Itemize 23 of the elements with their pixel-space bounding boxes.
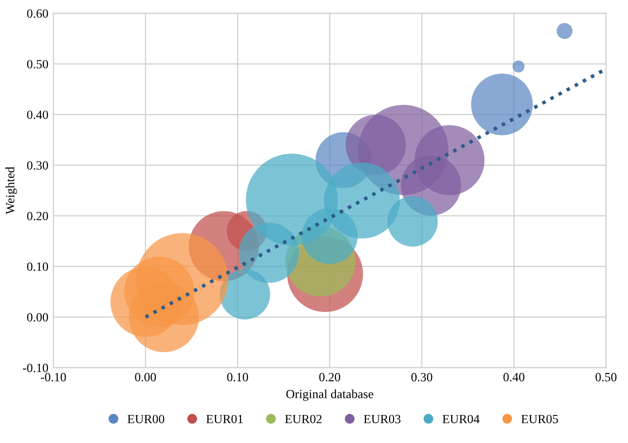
legend-label: EUR04 xyxy=(442,414,480,424)
legend-label: EUR00 xyxy=(128,414,164,424)
x-tick-label: 0.50 xyxy=(596,372,616,382)
y-tick-label: 0.10 xyxy=(27,262,48,271)
x-tick-label: 0.30 xyxy=(411,372,432,382)
y-tick-label: 0.50 xyxy=(27,60,48,68)
y-tick-label: 0.60 xyxy=(27,9,48,18)
legend-label: EUR01 xyxy=(206,414,243,424)
legend-label: EUR02 xyxy=(285,414,322,424)
legend-label: EUR05 xyxy=(521,414,558,424)
x-tick-label: 0.40 xyxy=(503,372,524,382)
y-tick-label: 0.40 xyxy=(27,110,48,120)
x-axis-title: Original database xyxy=(286,389,374,401)
y-tick-label: -0.10 xyxy=(22,364,48,372)
x-tick-label: -0.10 xyxy=(40,372,66,382)
y-tick-label: 0.20 xyxy=(27,212,48,220)
y-tick-label: 0.00 xyxy=(27,313,48,322)
y-axis-title: Weighted xyxy=(6,166,17,214)
x-tick-label: 0.20 xyxy=(319,372,340,382)
legend-label: EUR03 xyxy=(364,414,400,424)
x-tick-label: 0.00 xyxy=(135,372,156,382)
y-tick-label: 0.30 xyxy=(27,161,48,170)
x-tick-label: 0.10 xyxy=(227,372,248,382)
